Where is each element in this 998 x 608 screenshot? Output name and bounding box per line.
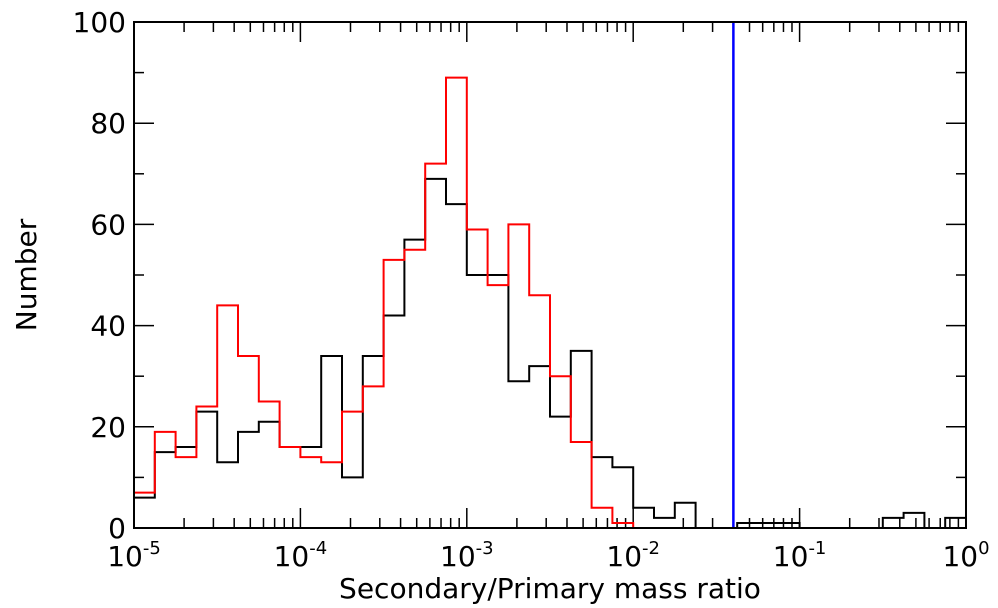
axis-ticks	[133, 21, 966, 529]
y-axis-title: Number	[10, 218, 43, 331]
y-tick-label: 40	[90, 310, 126, 343]
y-tick-label: 80	[90, 107, 126, 140]
x-tick-labels: 10-5 10-4 10-3 10-2 10-1 100	[107, 538, 989, 573]
y-tick-label: 60	[90, 208, 126, 241]
x-tick-label: 10-4	[274, 538, 328, 573]
y-tick-label: 100	[73, 6, 126, 39]
x-tick-label: 10-5	[107, 538, 161, 573]
y-tick-label: 0	[108, 512, 126, 545]
y-tick-label: 20	[90, 411, 126, 444]
histogram-series-2	[134, 76, 966, 529]
histogram-series	[134, 76, 966, 529]
x-axis-title: Secondary/Primary mass ratio	[339, 572, 761, 605]
x-tick-label: 10-1	[773, 538, 827, 573]
x-tick-label: 100	[942, 538, 989, 573]
x-tick-label: 10-3	[440, 538, 494, 573]
y-tick-labels: 0 20 40 60 80 100	[73, 6, 126, 545]
plot-frame	[133, 21, 967, 529]
x-tick-label: 10-2	[606, 538, 660, 573]
